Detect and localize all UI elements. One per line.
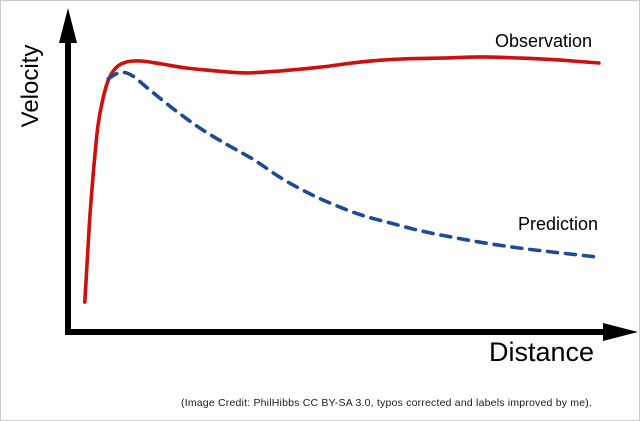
y-axis-label: Velocity: [17, 44, 44, 128]
x-axis: [65, 323, 638, 341]
observation-series-label: Observation: [495, 31, 593, 51]
series-layer: [83, 55, 601, 304]
image-credit-caption: (Image Credit: PhilHibbs CC BY-SA 3.0, t…: [181, 397, 593, 409]
prediction-curve: [106, 70, 600, 259]
y-axis-arrowhead-icon: [59, 8, 77, 43]
prediction-series-label: Prediction: [518, 214, 599, 234]
y-axis: [59, 8, 77, 334]
observation-curve: [83, 55, 601, 304]
x-axis-label: Distance: [489, 337, 595, 367]
x-axis-arrowhead-icon: [603, 323, 638, 341]
